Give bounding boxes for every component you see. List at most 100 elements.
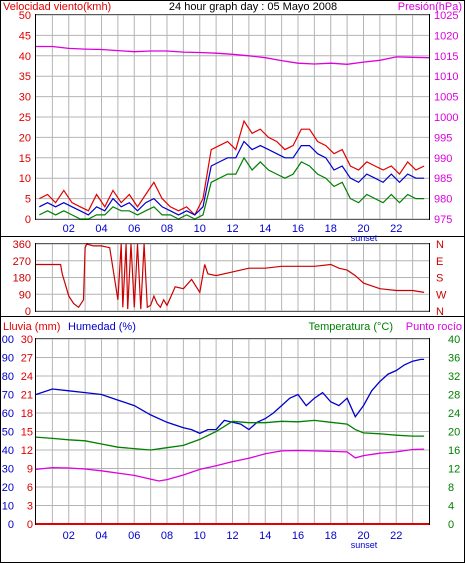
y-tick-label: 20 (2, 482, 14, 494)
y-tick-label: 28 (448, 390, 460, 402)
pressure-axis-label: Presión(hPa) (398, 1, 462, 13)
y-tick-label: W (436, 289, 447, 301)
x-tick-label: 08 (161, 530, 173, 542)
y-tick-label: 32 (448, 371, 460, 383)
y-tick-label: 25 (19, 112, 31, 124)
y-tick-label: 0 (448, 519, 454, 531)
y-tick-label: 90 (19, 289, 31, 301)
humidity-temp-panel: 02 04 06 08 10 12 14 16 18 20 22036912151821242730… (0, 321, 462, 550)
x-tick-label: 12 (226, 530, 238, 542)
humidity-ticks: 02 04 06 08 10 12 14 16 18 20 22036912151821242730… (0, 334, 460, 542)
sunset-label: sunset (351, 233, 378, 243)
x-tick-label: 06 (128, 530, 140, 542)
chart-title: 24 hour graph day : 05 Mayo 2008 (169, 1, 337, 13)
y-tick-label: 40 (2, 445, 14, 457)
wind_gust-line (39, 119, 425, 216)
y-tick-label: 985 (434, 173, 452, 185)
y-tick-label: 40 (19, 51, 31, 63)
x-tick-label: 12 (226, 223, 238, 235)
y-tick-label: 1000 (434, 112, 458, 124)
x-tick-label: 20 (357, 530, 369, 542)
y-tick-label: 30 (21, 334, 33, 346)
y-tick-label: 10 (2, 501, 14, 513)
y-tick-label: 1010 (434, 71, 458, 83)
rain-axis-label: Lluvia (mm) (3, 321, 60, 333)
dewpoint-line (35, 448, 425, 482)
x-tick-label: 16 (292, 530, 304, 542)
y-tick-label: 60 (2, 408, 14, 420)
x-tick-label: 20 (357, 223, 369, 235)
y-tick-label: 24 (448, 408, 460, 420)
y-tick-label: 8 (448, 482, 454, 494)
y-tick-label: 36 (448, 353, 460, 365)
y-tick-label: 10 (19, 173, 31, 185)
wind-pressure-panel: 02 04 06 08 10 12 14 16 18 20 22051015202530354045… (3, 1, 462, 243)
y-tick-label: 980 (434, 194, 452, 206)
x-tick-label: 02 (63, 223, 75, 235)
x-tick-label: 04 (95, 223, 107, 235)
y-tick-label: 15 (19, 153, 31, 165)
y-tick-label: 1015 (434, 51, 458, 63)
y-tick-label: 12 (448, 464, 460, 476)
y-tick-label: 12 (21, 445, 33, 457)
dewpoint-axis-label: Punto rocío (406, 321, 462, 333)
x-tick-label: 02 (63, 530, 75, 542)
x-tick-label: 14 (259, 530, 271, 542)
wind-series (36, 45, 430, 220)
y-tick-label: 3 (27, 501, 33, 513)
y-tick-label: 995 (434, 132, 452, 144)
direction-grid (36, 243, 429, 312)
y-tick-label: 5 (25, 194, 31, 206)
x-tick-label: 18 (325, 530, 337, 542)
sunset-label-bottom: sunset (351, 540, 378, 550)
x-tick-label: 16 (292, 223, 304, 235)
y-tick-label: 24 (21, 371, 33, 383)
y-tick-label: 0 (25, 214, 31, 226)
y-tick-label: 0 (27, 519, 33, 531)
y-tick-label: 50 (2, 427, 14, 439)
wind-grid (36, 14, 429, 220)
y-tick-label: 1025 (434, 10, 458, 22)
y-tick-label: 45 (19, 30, 31, 42)
y-tick-label: 30 (2, 464, 14, 476)
humidity-series (35, 358, 429, 525)
y-tick-label: 1005 (434, 92, 458, 104)
y-tick-label: 975 (434, 214, 452, 226)
x-tick-label: 14 (259, 223, 271, 235)
y-tick-label: 20 (448, 427, 460, 439)
y-tick-label: 16 (448, 445, 460, 457)
temperature-line (35, 419, 425, 451)
x-tick-label: 22 (390, 530, 402, 542)
y-tick-label: 50 (19, 10, 31, 22)
pressure-line (36, 45, 430, 65)
y-tick-label: 360 (13, 239, 31, 251)
y-tick-label: S (436, 273, 443, 285)
y-tick-label: 990 (434, 153, 452, 165)
x-tick-label: 22 (390, 223, 402, 235)
y-tick-label: 40 (448, 334, 460, 346)
y-tick-label: E (436, 256, 443, 268)
y-tick-label: 15 (21, 427, 33, 439)
x-tick-label: 08 (161, 223, 173, 235)
y-tick-label: 0 (25, 306, 31, 318)
y-tick-label: 18 (21, 408, 33, 420)
y-tick-label: 9 (27, 464, 33, 476)
y-tick-label: 0 (8, 519, 14, 531)
y-tick-label: 100 (0, 334, 14, 346)
y-tick-label: 6 (27, 482, 33, 494)
y-tick-label: 270 (13, 256, 31, 268)
y-tick-label: 70 (2, 390, 14, 402)
y-tick-label: 21 (21, 390, 33, 402)
wind_avg-line (39, 140, 425, 216)
y-tick-label: N (436, 239, 444, 251)
direction-series (36, 243, 425, 310)
x-tick-label: 04 (95, 530, 107, 542)
humidity-line (35, 358, 425, 435)
y-tick-label: 90 (2, 353, 14, 365)
temperature-axis-label: Temperatura (°C) (309, 321, 393, 333)
y-tick-label: 27 (21, 353, 33, 365)
wind-axis-label: Velocidad viento(kmh) (3, 1, 111, 13)
